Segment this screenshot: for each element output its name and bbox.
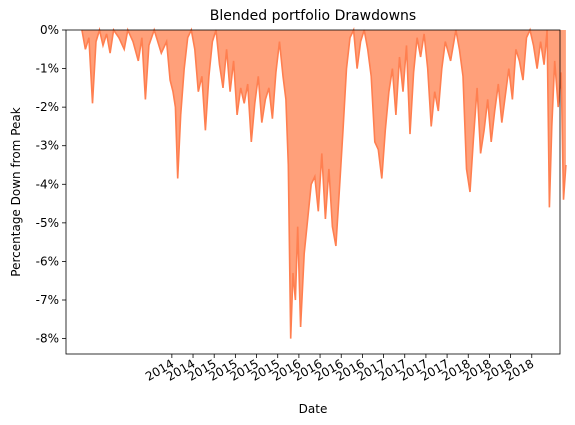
y-tick-label: 0% (40, 23, 59, 37)
x-axis: 2014201420152015201520152016201620162016… (143, 354, 536, 384)
y-axis: 0% -1% -2% -3% -4% -5% -6% -7% -8% (36, 23, 66, 346)
y-tick-label: -3% (36, 139, 59, 153)
drawdown-line (81, 26, 567, 339)
y-tick-label: -5% (36, 216, 59, 230)
y-tick-label: -2% (36, 100, 59, 114)
y-tick-label: -6% (36, 254, 59, 268)
y-tick-label: -7% (36, 293, 59, 307)
y-tick-label: -1% (36, 62, 59, 76)
plot-frame (65, 29, 561, 355)
y-tick-label: -4% (36, 177, 59, 191)
chart-title: Blended portfolio Drawdowns (210, 8, 416, 24)
y-tick-label: -8% (36, 332, 59, 346)
plot-area (81, 26, 567, 339)
x-axis-label: Date (299, 402, 328, 416)
y-axis-label: Percentage Down from Peak (9, 107, 23, 276)
